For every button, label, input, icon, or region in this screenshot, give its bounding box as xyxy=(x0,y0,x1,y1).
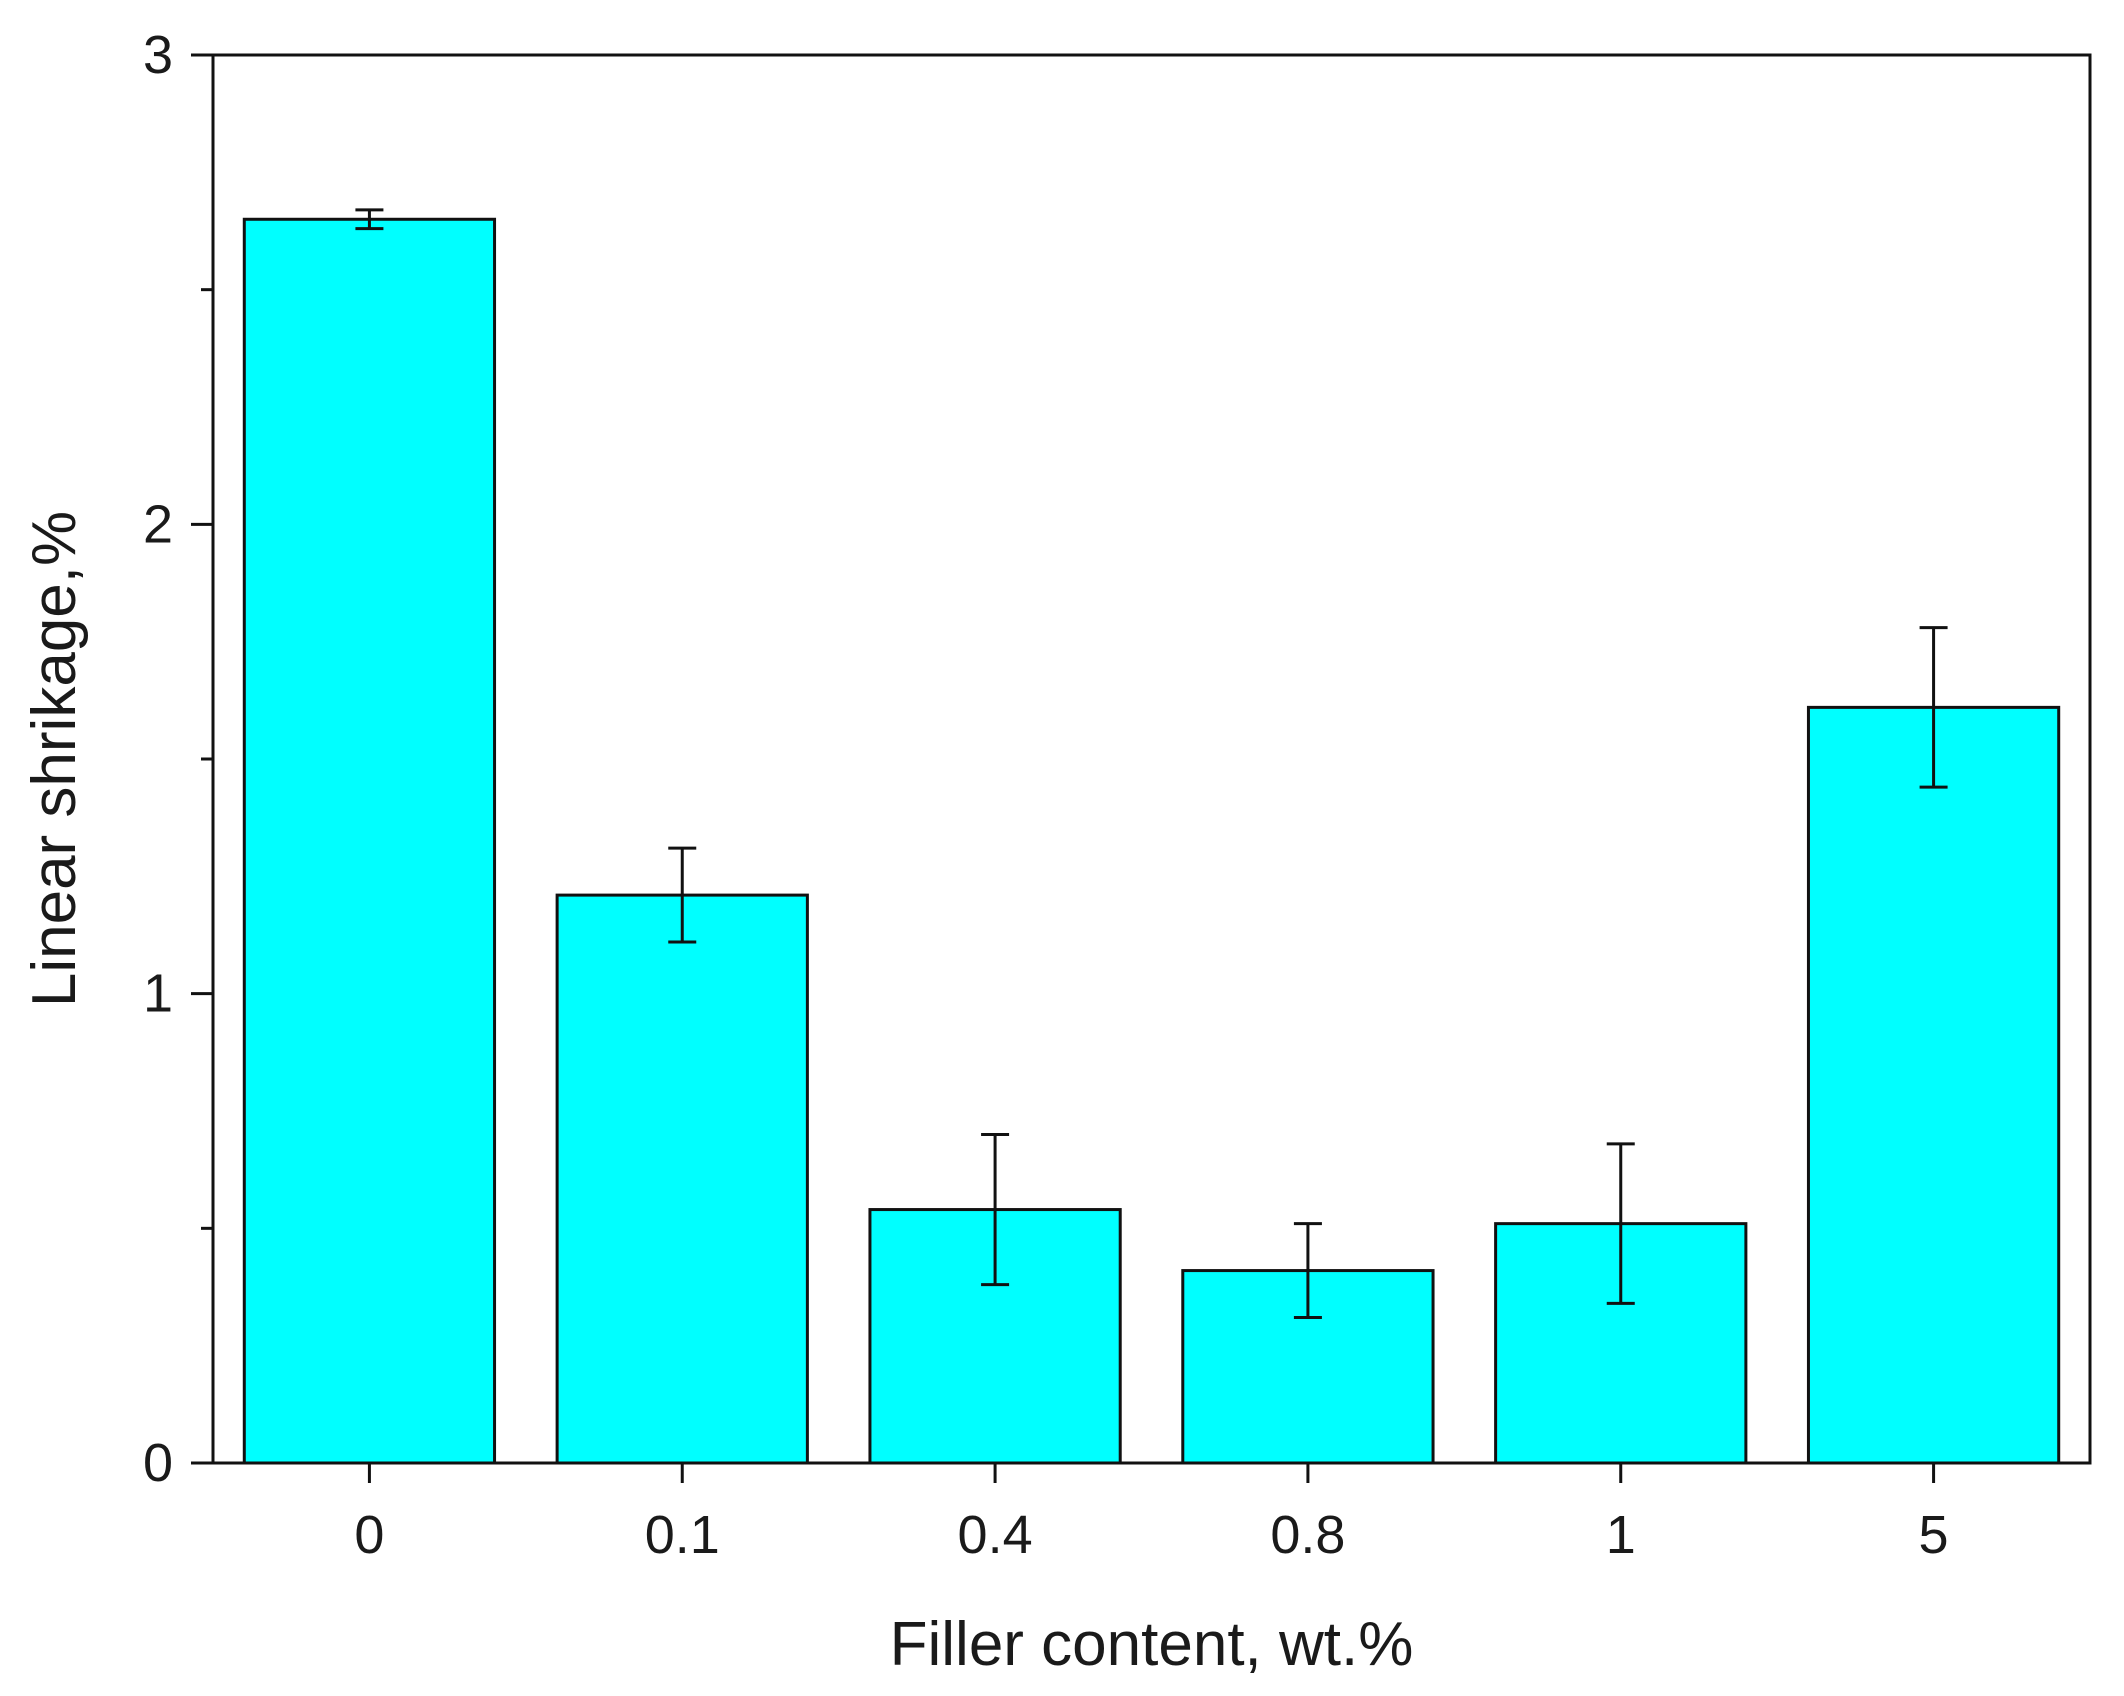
y-tick-label-2: 2 xyxy=(143,494,173,554)
y-tick-label-3: 3 xyxy=(143,25,173,85)
x-axis: 0 0.1 0.4 0.8 1 5 xyxy=(354,1463,1949,1565)
bar-0.1 xyxy=(555,893,809,1465)
x-tick-label-5: 5 xyxy=(1919,1505,1949,1565)
bar-5 xyxy=(1806,705,2061,1465)
y-tick-label-0: 0 xyxy=(143,1433,173,1493)
y-axis: 0 1 2 3 xyxy=(143,25,213,1493)
x-tick-label-0.1: 0.1 xyxy=(645,1505,720,1565)
bars-group xyxy=(242,217,2061,1465)
x-tick-label-0: 0 xyxy=(354,1505,384,1565)
x-tick-label-1: 1 xyxy=(1606,1505,1636,1565)
bar-0 xyxy=(242,217,497,1465)
x-axis-title: Filler content, wt.% xyxy=(890,1610,1414,1679)
y-axis-title: Linear shrikage,% xyxy=(20,511,89,1007)
x-tick-label-0.8: 0.8 xyxy=(1270,1505,1345,1565)
x-tick-label-0.4: 0.4 xyxy=(958,1505,1033,1565)
y-tick-label-1: 1 xyxy=(143,964,173,1024)
error-bars-group xyxy=(355,208,1948,1320)
